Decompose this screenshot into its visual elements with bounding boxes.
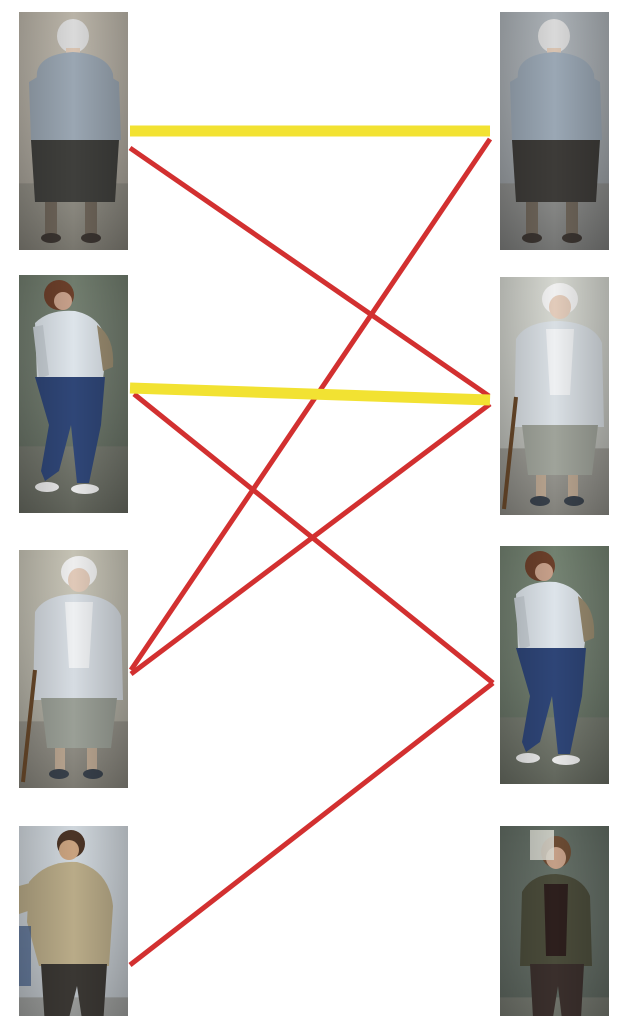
match-line-l4-r3	[128, 681, 495, 967]
person-crop-left-1	[19, 12, 128, 250]
match-line-l2-r2	[129, 382, 491, 406]
match-lines	[128, 125, 495, 967]
person-crop-left-3	[19, 550, 128, 788]
left-gallery	[19, 12, 128, 1016]
person-crop-right-2	[500, 277, 609, 515]
match-line-l1-r2	[128, 145, 491, 399]
person-crop-left-2	[19, 275, 128, 513]
person-crop-right-1	[500, 12, 609, 250]
match-line-l3-r2	[129, 402, 492, 676]
person-crop-left-4	[19, 826, 128, 1016]
person-crop-right-3	[500, 546, 609, 784]
match-line-l3-r1	[128, 137, 493, 672]
right-gallery	[500, 12, 609, 1016]
person-crop-right-4	[500, 826, 609, 1016]
